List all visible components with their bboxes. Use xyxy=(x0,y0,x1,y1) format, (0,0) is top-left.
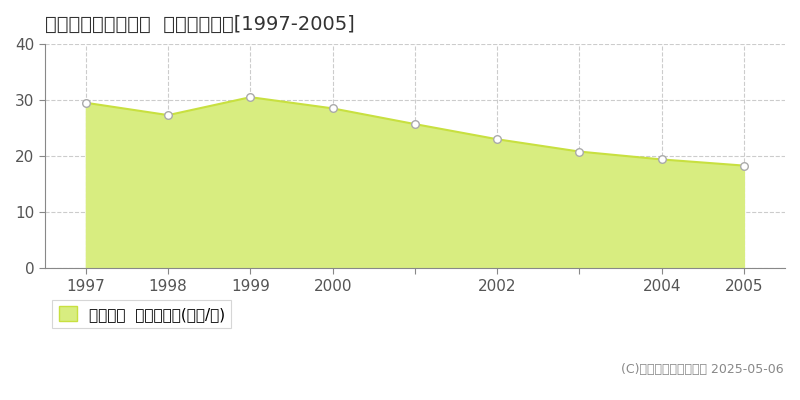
Point xyxy=(326,105,339,112)
Legend: 基準地価  平均坪単価(万円/坪): 基準地価 平均坪単価(万円/坪) xyxy=(53,300,231,328)
Point xyxy=(573,148,586,155)
Text: (C)土地価格ドットコム 2025-05-06: (C)土地価格ドットコム 2025-05-06 xyxy=(622,363,784,376)
Point xyxy=(738,162,750,169)
Point xyxy=(655,156,668,163)
Text: 邑楽郡大泉町寄木戸  基準地価推移[1997-2005]: 邑楽郡大泉町寄木戸 基準地価推移[1997-2005] xyxy=(45,15,354,34)
Point xyxy=(244,94,257,100)
Point xyxy=(409,121,422,127)
Point xyxy=(162,112,174,118)
Point xyxy=(79,100,92,106)
Point xyxy=(490,136,503,142)
